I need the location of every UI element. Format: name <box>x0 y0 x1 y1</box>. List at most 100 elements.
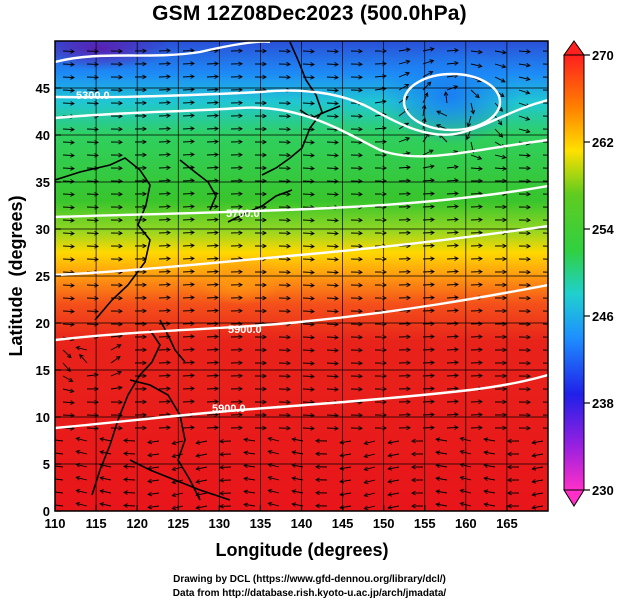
streamline-segment <box>76 502 88 507</box>
streamline-segment <box>436 451 448 455</box>
streamline-segment <box>62 63 75 65</box>
x-tick-label: 150 <box>373 516 395 531</box>
streamline-arrowhead <box>550 244 554 248</box>
streamline-arrowhead <box>550 153 554 157</box>
x-axis: 110 115 120 125 130 135 140 145 150 155 160 165 <box>45 505 518 531</box>
streamline-arrowhead <box>382 412 387 418</box>
streamline-arrowhead <box>550 309 554 313</box>
streamline-arrowhead <box>310 75 315 80</box>
streamline-segment <box>148 466 160 469</box>
streamline-arrowhead <box>262 61 267 67</box>
streamline-arrowhead <box>190 282 195 287</box>
streamline-arrowhead <box>430 191 435 196</box>
streamline-arrowhead <box>214 230 219 235</box>
streamline-arrowhead <box>94 192 99 197</box>
height-contours <box>55 41 548 430</box>
streamline-arrowhead <box>262 74 267 80</box>
streamline-arrowhead <box>435 502 441 507</box>
streamline-arrowhead <box>526 230 531 236</box>
streamline-segment <box>460 502 472 507</box>
streamline-arrowhead <box>286 100 291 106</box>
streamline-segment <box>302 284 315 286</box>
streamline-arrowhead <box>190 178 195 183</box>
streamline-arrowhead <box>75 449 81 455</box>
streamline-arrowhead <box>142 399 147 405</box>
streamline-segment <box>436 464 448 468</box>
streamline-segment <box>182 310 195 312</box>
streamline-arrowhead <box>531 492 537 497</box>
streamline-arrowhead <box>334 413 339 418</box>
streamline-segment <box>182 245 195 247</box>
streamline-arrowhead <box>405 151 411 156</box>
streamline-arrowhead <box>406 165 411 170</box>
streamline-arrowhead <box>94 75 99 80</box>
streamline-segment <box>62 349 72 358</box>
streamline-segment <box>398 137 410 143</box>
streamline-segment <box>484 438 496 442</box>
streamline-arrowhead <box>478 321 483 327</box>
streamline-segment <box>172 440 184 445</box>
streamline-segment <box>446 232 459 234</box>
streamline-arrowhead <box>550 283 554 287</box>
streamline-arrowhead <box>286 282 291 288</box>
streamline-arrowhead <box>526 295 531 301</box>
streamline-segment <box>422 388 435 390</box>
streamline-arrowhead <box>190 321 195 326</box>
streamline-arrowhead <box>483 502 489 507</box>
streamline-arrowhead <box>435 476 441 481</box>
streamline-segment <box>326 310 339 312</box>
streamline-arrowhead <box>94 283 99 288</box>
streamline-segment <box>446 310 459 312</box>
streamline-arrowhead <box>171 505 177 511</box>
streamline-arrowhead <box>286 191 291 197</box>
streamline-arrowhead <box>406 412 411 418</box>
streamline-segment <box>518 154 531 157</box>
streamline-arrowhead <box>286 178 291 184</box>
streamline-arrowhead <box>243 476 249 482</box>
streamline-arrowhead <box>118 74 123 80</box>
streamline-arrowhead <box>382 334 387 340</box>
streamline-arrowhead <box>118 282 123 288</box>
streamline-arrowhead <box>525 116 531 121</box>
streamline-arrowhead <box>190 425 195 430</box>
streamline-arrowhead <box>405 59 411 65</box>
streamline-arrowhead <box>478 269 483 275</box>
streamline-segment <box>446 336 459 338</box>
streamline-arrowhead <box>498 133 504 138</box>
streamline-arrowhead <box>291 476 297 481</box>
streamline-segment <box>302 297 315 299</box>
streamline-segment <box>302 427 315 429</box>
streamline-segment <box>292 451 304 455</box>
streamline-arrowhead <box>118 113 123 119</box>
streamline-segment <box>302 232 315 234</box>
streamline-segment <box>422 375 435 377</box>
streamline-arrowhead <box>214 126 219 131</box>
streamline-arrowhead <box>238 399 243 405</box>
streamline-segment <box>100 477 112 481</box>
streamline-arrowhead <box>286 243 291 249</box>
streamline-arrowhead <box>382 230 387 236</box>
streamline-arrowhead <box>507 477 512 483</box>
streamline-segment <box>302 362 315 364</box>
streamline-segment <box>326 336 339 338</box>
streamline-arrowhead <box>453 85 459 90</box>
streamline-segment <box>518 76 530 80</box>
streamline-arrowhead <box>478 308 483 314</box>
streamline-arrowhead <box>550 335 554 339</box>
x-tick-label: 140 <box>291 516 313 531</box>
streamline-arrowhead <box>454 217 459 222</box>
streamline-arrowhead <box>387 466 393 471</box>
streamline-arrowhead <box>550 166 554 170</box>
streamline-segment <box>518 115 530 121</box>
streamline-segment <box>398 84 409 91</box>
streamline-segment <box>62 141 75 143</box>
streamline-segment <box>446 245 459 247</box>
streamline-arrowhead <box>190 113 195 118</box>
streamline-arrowhead <box>70 205 75 210</box>
streamline-arrowhead <box>382 425 387 431</box>
streamline-arrowhead <box>147 478 153 484</box>
streamline-segment <box>100 503 112 507</box>
streamline-segment <box>436 124 448 130</box>
streamline-arrowhead <box>123 451 128 456</box>
streamline-arrowhead <box>70 400 75 405</box>
